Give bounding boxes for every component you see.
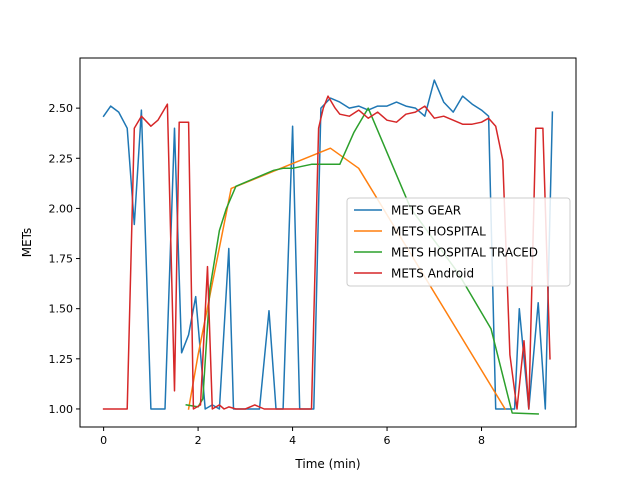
legend-label-mets-gear: METS GEAR bbox=[391, 204, 461, 218]
legend-label-mets-hospital-traced: METS HOSPITAL TRACED bbox=[391, 246, 538, 260]
series-line-mets-android bbox=[102, 95, 551, 410]
y-tick-label: 2.50 bbox=[49, 102, 74, 115]
x-axis: 0 2 4 6 8 bbox=[100, 427, 485, 447]
x-tick-label: 2 bbox=[195, 434, 202, 447]
legend-label-mets-android: METS Android bbox=[391, 267, 474, 281]
y-tick-label: 2.25 bbox=[49, 152, 74, 165]
y-tick-label: 2.00 bbox=[49, 202, 74, 215]
y-axis-label: METs bbox=[20, 228, 34, 258]
y-tick-label: 1.25 bbox=[49, 353, 74, 366]
x-axis-label: Time (min) bbox=[294, 457, 360, 471]
y-tick-label: 1.00 bbox=[49, 403, 74, 416]
legend-label-mets-hospital: METS HOSPITAL bbox=[391, 225, 486, 239]
x-tick-label: 4 bbox=[289, 434, 296, 447]
x-tick-label: 8 bbox=[478, 434, 485, 447]
series-line-mets-gear bbox=[102, 79, 554, 410]
x-tick-label: 6 bbox=[384, 434, 391, 447]
legend: METS GEAR METS HOSPITAL METS HOSPITAL TRAC… bbox=[346, 197, 571, 287]
x-tick-label: 0 bbox=[100, 434, 107, 447]
y-tick-label: 1.50 bbox=[49, 303, 74, 316]
y-tick-label: 1.75 bbox=[49, 253, 74, 266]
y-axis: 1.00 1.25 1.50 1.75 2.00 2.25 2.50 bbox=[49, 102, 80, 416]
plot-frame bbox=[79, 57, 577, 428]
legend-box bbox=[346, 197, 571, 287]
